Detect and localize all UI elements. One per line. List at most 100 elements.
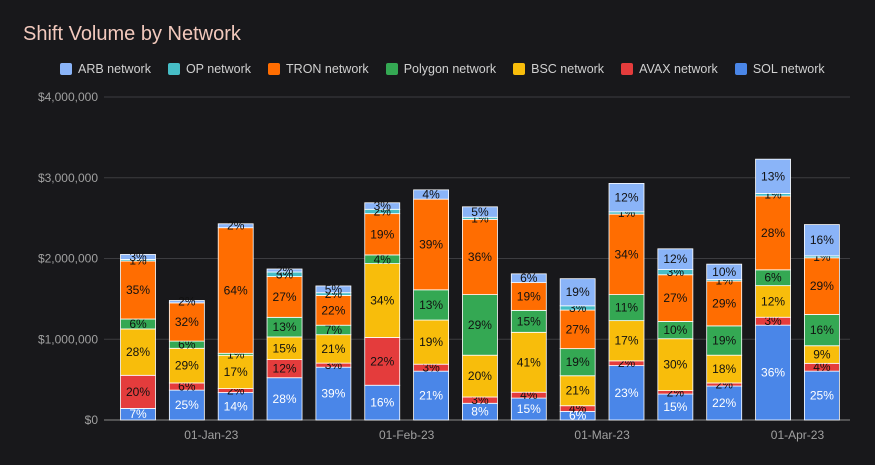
bar-segment-arb-network xyxy=(168,300,205,304)
y-tick-label: $1,000,000 xyxy=(38,332,98,346)
bar-segment-polygon-network xyxy=(706,325,743,356)
legend-item-arb-network: ARB network xyxy=(60,62,151,76)
bar-segment-arb-network xyxy=(657,248,694,270)
bar-segment-polygon-network xyxy=(559,348,596,377)
data-label-sol-network: 21% xyxy=(419,389,443,403)
data-label-arb-network: 5% xyxy=(471,205,489,219)
data-label-sol-network: 25% xyxy=(175,398,199,412)
bar-segment-tron-network xyxy=(657,274,694,322)
data-label-polygon-network: 29% xyxy=(468,318,492,332)
data-label-avax-network: 20% xyxy=(126,385,150,399)
data-label-avax-network: 4% xyxy=(813,360,831,374)
data-label-sol-network: 25% xyxy=(810,389,834,403)
data-label-arb-network: 12% xyxy=(614,191,638,205)
bar-segment-sol-network xyxy=(364,384,401,421)
bar-segment-arb-network xyxy=(266,268,303,273)
bar-segment-arb-network xyxy=(804,224,840,257)
data-label-tron-network: 34% xyxy=(614,247,638,261)
data-label-arb-network: 2% xyxy=(276,264,294,278)
data-label-sol-network: 7% xyxy=(129,407,147,421)
y-tick-label: $2,000,000 xyxy=(38,252,98,266)
data-label-polygon-network: 4% xyxy=(374,252,392,266)
data-label-polygon-network: 10% xyxy=(663,323,687,337)
y-tick-label: $3,000,000 xyxy=(38,171,98,185)
x-tick-label: 01-Apr-23 xyxy=(771,428,825,442)
legend-label-avax-network: AVAX network xyxy=(639,62,718,76)
data-label-polygon-network: 6% xyxy=(129,317,147,331)
data-label-tron-network: 28% xyxy=(761,226,785,240)
y-tick-label: $0 xyxy=(85,413,99,427)
bar-segment-bsc-network xyxy=(217,354,254,390)
y-tick-label: $4,000,000 xyxy=(38,90,98,104)
data-label-sol-network: 6% xyxy=(569,409,587,423)
data-label-sol-network: 15% xyxy=(663,400,687,414)
data-label-arb-network: 13% xyxy=(761,169,785,183)
data-label-bsc-network: 21% xyxy=(321,342,345,356)
data-label-bsc-network: 15% xyxy=(273,341,297,355)
bar-segment-polygon-network xyxy=(413,289,450,321)
data-label-bsc-network: 34% xyxy=(370,294,394,308)
x-tick-label: 01-Mar-23 xyxy=(574,428,630,442)
bar-segment-bsc-network xyxy=(755,285,791,318)
legend-item-avax-network: AVAX network xyxy=(621,62,718,76)
data-label-arb-network: 16% xyxy=(810,233,834,247)
data-label-sol-network: 15% xyxy=(517,402,541,416)
data-label-bsc-network: 20% xyxy=(468,369,492,383)
bar-segment-sol-network xyxy=(266,377,303,421)
data-label-polygon-network: 19% xyxy=(566,355,590,369)
data-label-sol-network: 28% xyxy=(273,392,297,406)
data-label-polygon-network: 11% xyxy=(615,301,638,315)
data-label-avax-network: 22% xyxy=(370,354,394,368)
data-label-arb-network: 5% xyxy=(325,282,343,296)
data-label-arb-network: 19% xyxy=(566,285,590,299)
bar-segment-sol-network xyxy=(608,365,645,421)
data-label-polygon-network: 13% xyxy=(273,320,297,334)
data-label-sol-network: 22% xyxy=(712,396,736,410)
bar-segment-sol-network xyxy=(315,366,352,421)
bar-segment-sol-network xyxy=(755,324,791,421)
bar-segment-arb-network xyxy=(413,189,450,200)
data-label-sol-network: 39% xyxy=(321,387,345,401)
bar-segment-tron-network xyxy=(266,276,303,318)
legend-swatch-sol-network xyxy=(734,63,747,75)
bar-segment-polygon-network xyxy=(804,314,840,347)
data-label-polygon-network: 13% xyxy=(419,298,443,312)
x-tick-label: 01-Jan-23 xyxy=(184,428,238,442)
bar-segment-sol-network xyxy=(168,389,205,421)
data-label-avax-network: 3% xyxy=(764,314,782,328)
data-label-bsc-network: 17% xyxy=(614,334,638,348)
data-label-bsc-network: 19% xyxy=(419,335,443,349)
bar-segment-arb-network xyxy=(120,254,156,260)
legend-swatch-avax-network xyxy=(621,63,634,75)
legend-swatch-tron-network xyxy=(268,63,281,75)
data-label-avax-network: 12% xyxy=(273,362,297,376)
legend-label-op-network: OP network xyxy=(185,62,252,76)
data-label-tron-network: 64% xyxy=(224,283,248,297)
bar-segment-bsc-network xyxy=(364,263,401,338)
bar-segment-sol-network xyxy=(706,385,743,421)
data-label-arb-network: 10% xyxy=(712,265,736,279)
data-label-tron-network: 36% xyxy=(468,250,492,264)
legend-item-bsc-network: BSC network xyxy=(513,62,604,76)
bar-segment-polygon-network xyxy=(462,294,498,356)
bar-segment-arb-network xyxy=(217,223,254,229)
bar-segment-arb-network xyxy=(706,263,743,280)
data-label-arb-network: 2% xyxy=(178,295,196,309)
data-label-tron-network: 29% xyxy=(810,279,834,293)
bar-segment-tron-network xyxy=(510,282,547,311)
bar-segment-bsc-network xyxy=(657,338,694,392)
legend-swatch-arb-network xyxy=(60,63,72,75)
data-label-polygon-network: 6% xyxy=(764,271,782,285)
data-label-polygon-network: 19% xyxy=(712,334,736,348)
legend-swatch-op-network xyxy=(167,63,180,75)
data-label-sol-network: 8% xyxy=(471,405,489,419)
bar-segment-bsc-network xyxy=(315,334,352,364)
data-label-polygon-network: 15% xyxy=(517,314,541,328)
legend-label-arb-network: ARB network xyxy=(78,62,151,76)
data-label-bsc-network: 30% xyxy=(663,358,687,372)
legend-item-op-network: OP network xyxy=(167,62,252,76)
data-label-tron-network: 32% xyxy=(175,315,199,329)
data-label-bsc-network: 9% xyxy=(813,348,831,362)
